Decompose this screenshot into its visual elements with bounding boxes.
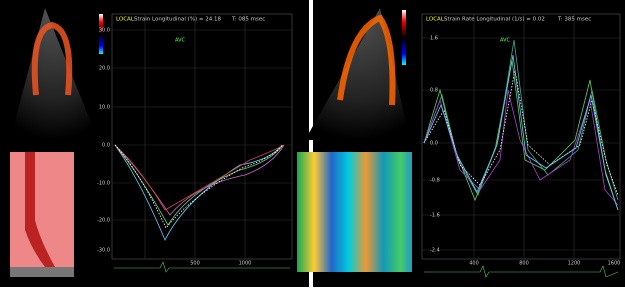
x-tick-label: 1200 <box>568 261 581 267</box>
screenshot: LOCAL: Strain Longitudinal (%) = 24.18 T… <box>0 0 625 287</box>
time: T: 085 msec <box>231 17 265 23</box>
header: LOCAL: <box>426 17 446 23</box>
y-tick-label: -1.6 <box>430 213 440 219</box>
event-label: AVC <box>500 38 511 44</box>
x-tick-label: 500 <box>190 261 200 267</box>
color-scale <box>402 10 406 65</box>
m-mode-base <box>10 267 74 277</box>
time: T: 385 msec <box>557 17 591 23</box>
measure: Strain Rate Longitudinal (1/s) = 0.02 <box>444 17 545 23</box>
y-tick-label: 10.0 <box>99 105 110 111</box>
y-tick-label: -2.4 <box>430 248 440 254</box>
event-label: AVC <box>175 38 186 44</box>
x-tick-label: 400 <box>469 261 479 267</box>
y-tick-label: 0.0 <box>430 141 438 147</box>
y-tick-label: -20.0 <box>97 218 110 224</box>
x-tick-label: 1000 <box>239 261 252 267</box>
y-tick-label: -10.0 <box>97 181 110 187</box>
y-tick-label: 1.6 <box>430 36 438 42</box>
y-tick-label: -0.8 <box>430 178 440 184</box>
y-tick-label: 0.8 <box>430 88 438 94</box>
color-scale <box>99 14 103 54</box>
header: LOCAL: <box>116 17 136 23</box>
y-tick-label: 30.0 <box>99 28 110 34</box>
y-tick-label: -30.0 <box>97 248 110 254</box>
y-tick-label: 0.0 <box>102 143 110 149</box>
x-tick-label: 1600 <box>608 261 621 267</box>
measure: Strain Longitudinal (%) = 24.18 <box>134 17 222 23</box>
x-tick-label: 800 <box>519 261 529 267</box>
m-mode-map <box>297 152 412 272</box>
y-tick-label: 20.0 <box>99 66 110 72</box>
